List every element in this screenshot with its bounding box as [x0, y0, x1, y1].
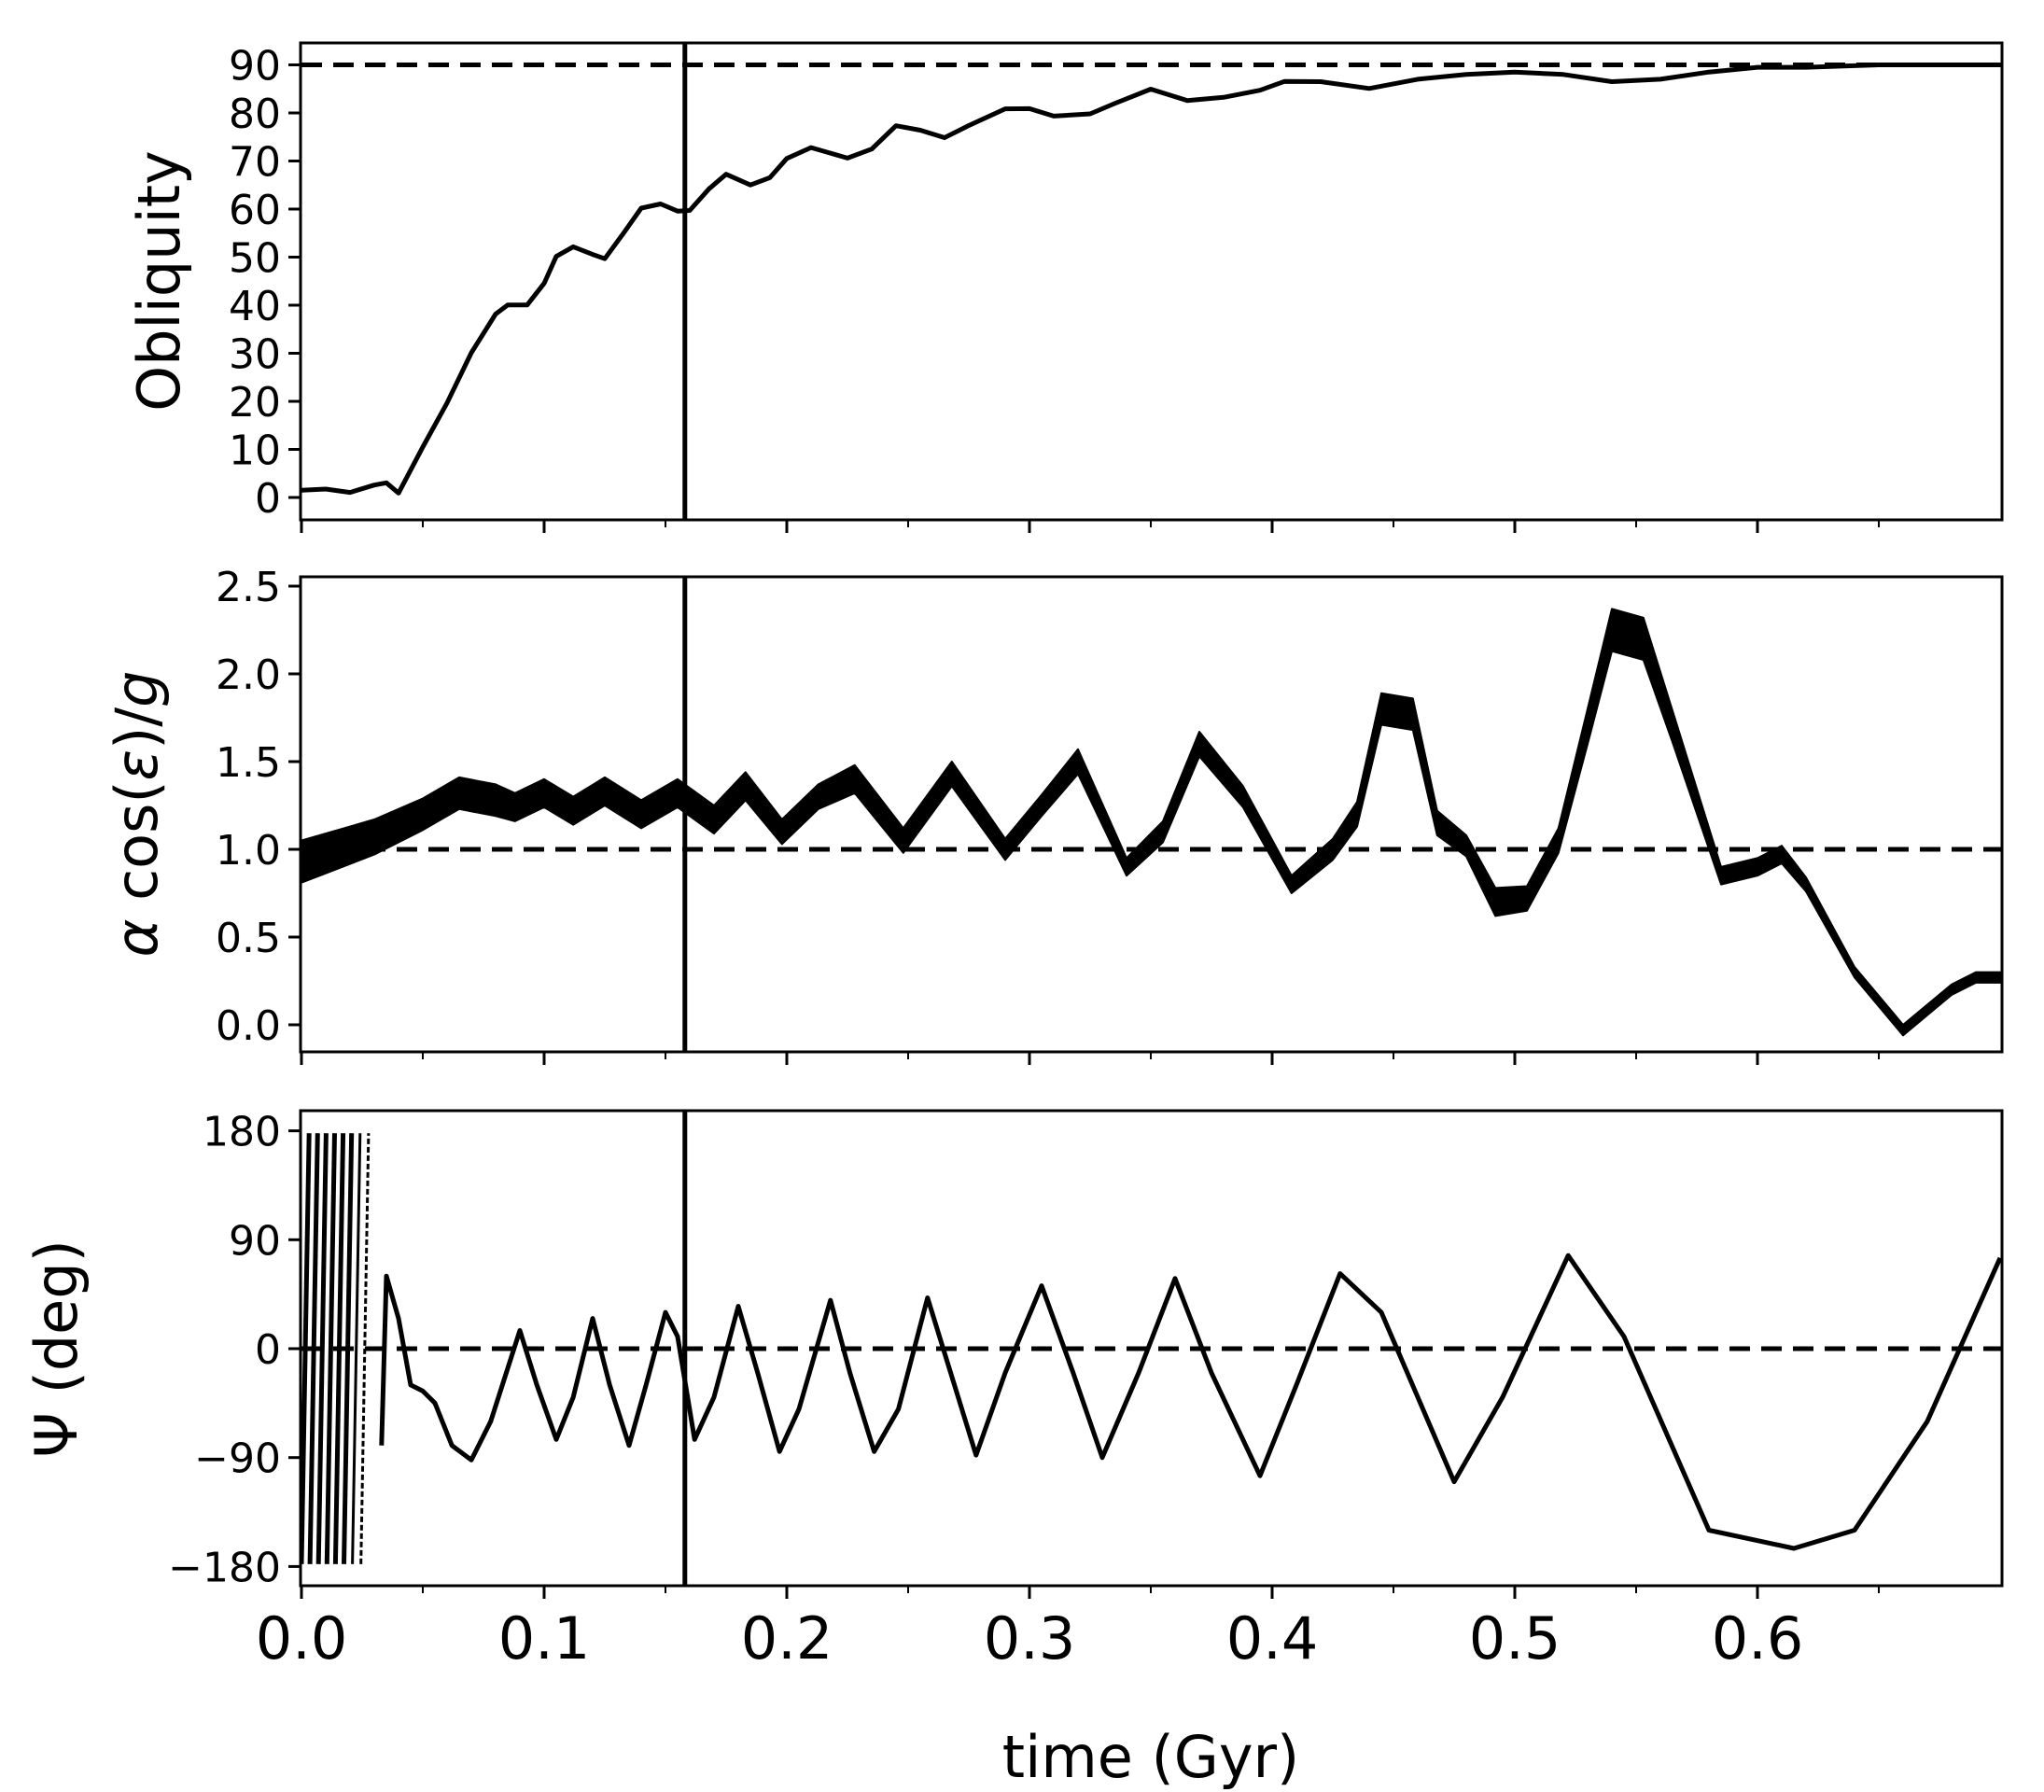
y-tick-label: 2.0: [216, 651, 281, 699]
x-tick-label: 0.3: [984, 1604, 1076, 1673]
y-tick-label: 1.5: [216, 739, 281, 787]
y-tick-label: 180: [203, 1109, 281, 1156]
x-tick-label: 0.4: [1226, 1604, 1319, 1673]
obliquity-ylabel: Obliquity: [125, 150, 193, 411]
psi-x-ticks: [300, 1586, 1880, 1599]
panel-psi: −180 −90 0 90 180 Ψ (deg): [22, 1109, 2004, 1599]
obliquity-axes-frame: [299, 41, 2004, 522]
alpha-cos-axes-frame: [299, 575, 2004, 1054]
y-tick-label: 90: [229, 43, 281, 91]
alpha-cos-y-ticks: 0.0 0.5 1.0 1.5 2.0 2.5: [216, 564, 301, 1050]
obliquity-x-ticks: [300, 520, 1880, 533]
x-tick-label: 0.2: [741, 1604, 833, 1673]
y-tick-label: 50: [229, 235, 281, 283]
y-tick-label: 70: [229, 139, 281, 187]
y-tick-label: 0: [255, 475, 281, 523]
y-tick-label: −90: [194, 1435, 281, 1483]
x-tick-labels: 0.0 0.1 0.2 0.3 0.4 0.5 0.6: [256, 1604, 1804, 1673]
y-tick-label: 40: [229, 283, 281, 330]
y-tick-label: 0.5: [216, 915, 281, 962]
y-tick-label: 20: [229, 379, 281, 427]
y-tick-label: 90: [229, 1217, 281, 1265]
x-tick-label: 0.0: [256, 1604, 348, 1673]
psi-ylabel: Ψ (deg): [22, 1239, 91, 1458]
alpha-cos-series: [301, 608, 2001, 1037]
psi-axes-frame: [299, 1109, 2004, 1588]
y-tick-label: 1.0: [216, 827, 281, 875]
x-tick-label: 0.5: [1469, 1604, 1561, 1673]
x-axis-label: time (Gyr): [1002, 1723, 1299, 1791]
y-tick-label: 30: [229, 331, 281, 379]
psi-y-ticks: −180 −90 0 90 180: [168, 1109, 301, 1591]
y-tick-label: 2.5: [216, 564, 281, 611]
x-tick-label: 0.1: [498, 1604, 591, 1673]
y-tick-label: 10: [229, 427, 281, 475]
y-tick-label: 80: [229, 91, 281, 138]
x-tick-label: 0.6: [1712, 1604, 1804, 1673]
y-tick-label: 0.0: [216, 1002, 281, 1050]
panel-alpha-cos: 0.0 0.5 1.0 1.5 2.0 2.5 α cos(ε)/g: [103, 564, 2004, 1065]
y-tick-label: 0: [255, 1326, 281, 1374]
y-tick-label: 60: [229, 187, 281, 234]
y-tick-label: −180: [168, 1544, 281, 1591]
obliquity-series: [301, 63, 2000, 496]
alpha-cos-ylabel: α cos(ε)/g: [103, 670, 171, 957]
